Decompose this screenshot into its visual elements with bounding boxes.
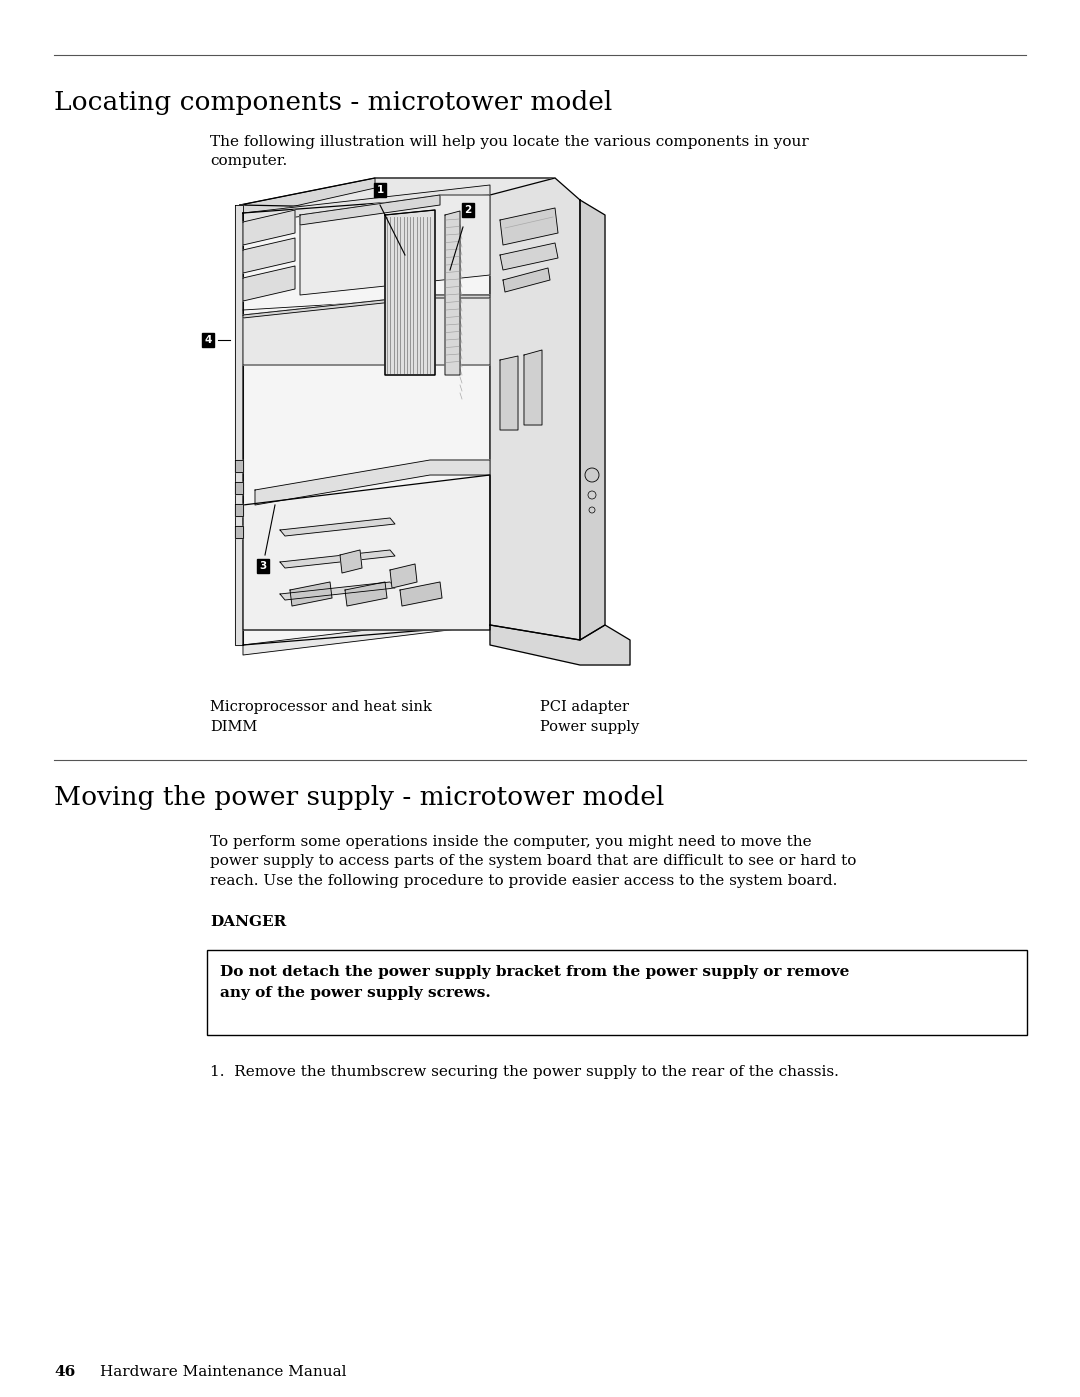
- Polygon shape: [240, 177, 555, 210]
- Polygon shape: [490, 177, 580, 640]
- Polygon shape: [255, 460, 490, 504]
- Polygon shape: [300, 196, 440, 225]
- Polygon shape: [243, 475, 490, 630]
- Polygon shape: [300, 196, 490, 295]
- Text: Moving the power supply - microtower model: Moving the power supply - microtower mod…: [54, 785, 664, 810]
- Polygon shape: [340, 550, 362, 573]
- Polygon shape: [291, 583, 332, 606]
- Text: Microprocessor and heat sink: Microprocessor and heat sink: [210, 700, 432, 714]
- Polygon shape: [400, 583, 442, 606]
- Polygon shape: [490, 624, 630, 665]
- Circle shape: [589, 507, 595, 513]
- Text: 4: 4: [204, 335, 212, 345]
- Polygon shape: [280, 518, 395, 536]
- Polygon shape: [500, 356, 518, 430]
- Polygon shape: [280, 550, 395, 569]
- Text: 46: 46: [54, 1365, 76, 1379]
- Text: Power supply: Power supply: [540, 719, 639, 733]
- Polygon shape: [390, 564, 417, 588]
- Polygon shape: [445, 211, 460, 374]
- Text: To perform some operations inside the computer, you might need to move the
power: To perform some operations inside the co…: [210, 835, 856, 888]
- Polygon shape: [384, 210, 435, 374]
- Text: The following illustration will help you locate the various components in your
c: The following illustration will help you…: [210, 136, 809, 169]
- Circle shape: [585, 468, 599, 482]
- Polygon shape: [500, 208, 558, 244]
- Polygon shape: [500, 243, 558, 270]
- Text: Hardware Maintenance Manual: Hardware Maintenance Manual: [100, 1365, 347, 1379]
- Polygon shape: [235, 205, 243, 645]
- Text: 3: 3: [259, 562, 267, 571]
- Bar: [207, 950, 1027, 1035]
- Polygon shape: [243, 295, 490, 365]
- Polygon shape: [235, 504, 243, 515]
- Polygon shape: [503, 268, 550, 292]
- Text: Locating components - microtower model: Locating components - microtower model: [54, 89, 612, 115]
- Polygon shape: [243, 615, 490, 655]
- Polygon shape: [280, 583, 395, 599]
- Text: DANGER: DANGER: [210, 915, 286, 929]
- Polygon shape: [243, 295, 490, 319]
- Polygon shape: [243, 184, 490, 224]
- Polygon shape: [243, 237, 295, 272]
- Circle shape: [588, 490, 596, 499]
- Text: PCI adapter: PCI adapter: [540, 700, 629, 714]
- Polygon shape: [235, 527, 243, 538]
- Polygon shape: [524, 351, 542, 425]
- Polygon shape: [243, 210, 295, 244]
- Text: 1.  Remove the thumbscrew securing the power supply to the rear of the chassis.: 1. Remove the thumbscrew securing the po…: [210, 1065, 839, 1078]
- Polygon shape: [240, 177, 375, 215]
- Polygon shape: [345, 583, 387, 606]
- Text: 2: 2: [464, 205, 472, 215]
- Text: Do not detach the power supply bracket from the power supply or remove
any of th: Do not detach the power supply bracket f…: [220, 965, 849, 1000]
- Polygon shape: [580, 200, 605, 640]
- Polygon shape: [243, 196, 490, 645]
- Polygon shape: [243, 265, 295, 300]
- Polygon shape: [235, 482, 243, 495]
- Polygon shape: [235, 460, 243, 472]
- Text: DIMM: DIMM: [210, 719, 257, 733]
- Text: 1: 1: [376, 184, 383, 196]
